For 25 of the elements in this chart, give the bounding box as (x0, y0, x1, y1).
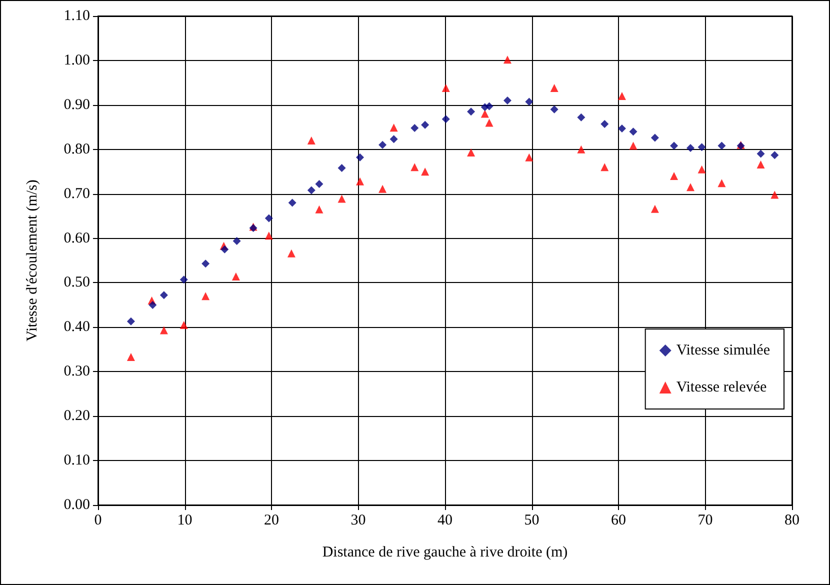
x-tick-label: 0 (94, 512, 102, 528)
x-tick-label: 80 (784, 512, 800, 528)
y-tick-label: 0.60 (64, 230, 90, 246)
y-tick-label: 0.20 (64, 408, 90, 424)
y-tick-label: 0.30 (64, 364, 90, 380)
y-tick-label: 1.10 (64, 8, 90, 24)
y-tick-label: 0.40 (64, 319, 90, 336)
y-tick-label: 0.70 (64, 186, 90, 202)
y-tick-label: 1.00 (64, 52, 90, 68)
x-tick-label: 30 (350, 512, 366, 528)
y-tick-label: 0.90 (64, 96, 90, 113)
x-tick-label: 70 (698, 512, 713, 528)
legend-label: Vitesse relevée (676, 380, 767, 396)
y-tick-label: 0.10 (64, 452, 90, 469)
x-tick-label: 20 (264, 512, 279, 528)
y-axis-title: Vitesse d'écoulement (m/s) (24, 180, 40, 342)
y-tick-label: 0.50 (64, 274, 90, 291)
x-axis-title: Distance de rive gauche à rive droite (m) (322, 544, 568, 560)
y-tick-label: 0.80 (64, 141, 90, 158)
x-tick-label: 60 (611, 512, 626, 528)
y-tick-label: 0.00 (64, 497, 90, 513)
x-tick-label: 40 (438, 512, 452, 528)
x-tick-label: 10 (177, 512, 192, 528)
x-tick-label: 50 (524, 512, 540, 528)
legend-label: Vitesse simulée (676, 342, 770, 358)
